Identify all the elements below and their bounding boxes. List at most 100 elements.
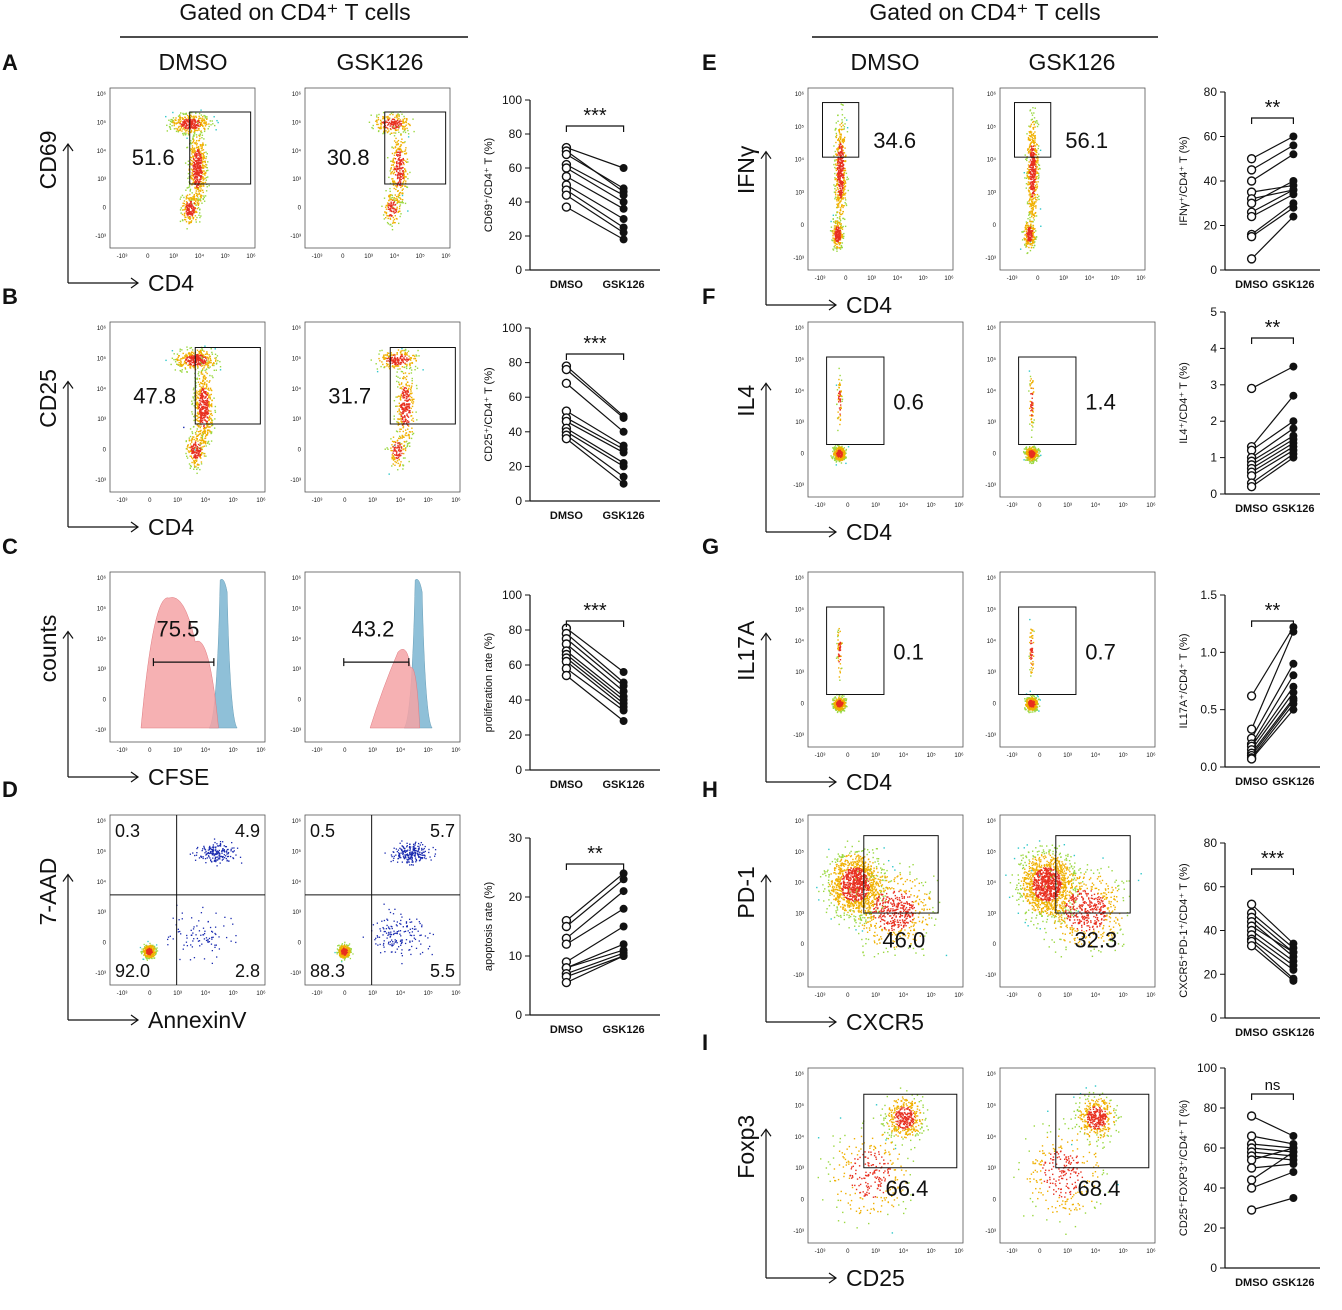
cell-dot (403, 416, 405, 418)
cell-dot (398, 172, 400, 175)
cell-dot (402, 394, 405, 397)
cell-dot (199, 403, 202, 405)
cell-dot (148, 947, 150, 949)
cell-dot (188, 216, 191, 219)
cell-dot (199, 124, 202, 126)
cell-dot (199, 414, 202, 416)
cell-dot (406, 127, 408, 130)
cell-dot (385, 121, 387, 124)
cell-dot (400, 144, 402, 146)
cell-dot (188, 209, 190, 211)
cell-dot (412, 354, 414, 357)
cell-dot (398, 455, 400, 457)
cell-dot (399, 430, 401, 433)
cell-dot (432, 933, 435, 936)
cell-dot (403, 358, 406, 360)
cell-dot (198, 857, 201, 859)
cell-dot (370, 114, 372, 116)
cell-dot (193, 211, 195, 214)
cell-dot (190, 168, 193, 170)
cell-dot (389, 210, 391, 212)
cell-dot (418, 848, 420, 850)
cell-dot (185, 121, 187, 124)
cell-dot (196, 188, 199, 190)
y-tick-label: 10⁵ (97, 605, 107, 612)
cell-dot (193, 405, 195, 407)
cell-dot (202, 142, 204, 144)
cell-dot (199, 150, 201, 152)
cell-dot (387, 448, 389, 450)
cell-dot (194, 202, 196, 205)
cell-dot (386, 918, 388, 920)
cell-dot (393, 201, 395, 203)
cell-dot (189, 218, 192, 220)
cell-dot (208, 416, 211, 419)
cell-dot (202, 166, 204, 169)
cell-dot (409, 853, 411, 855)
cell-dot (410, 851, 412, 853)
cell-dot (411, 405, 414, 408)
cell-dot (397, 395, 400, 397)
cell-dot (387, 926, 390, 928)
cell-dot (187, 364, 189, 366)
cell-dot (146, 953, 148, 956)
cell-dot (393, 943, 395, 945)
cell-dot (174, 122, 176, 124)
cell-dot (392, 216, 395, 219)
cell-dot (341, 947, 343, 949)
cell-dot (190, 115, 193, 118)
cell-dot (423, 854, 425, 856)
cell-dot (231, 847, 233, 849)
cell-dot (395, 375, 398, 377)
cell-dot (208, 937, 211, 940)
cell-dot (402, 468, 404, 470)
cell-dot (401, 436, 404, 438)
cell-dot (400, 935, 402, 937)
cell-dot (379, 350, 381, 352)
cell-dot (223, 854, 226, 856)
cell-dot (401, 443, 403, 445)
cell-dot (204, 363, 207, 365)
cell-dot (192, 359, 194, 361)
cell-dot (202, 396, 204, 399)
cell-dot (417, 845, 419, 848)
cell-dot (198, 149, 200, 152)
cell-dot (187, 444, 189, 447)
cell-dot (211, 424, 214, 426)
cell-dot (395, 199, 398, 202)
cell-dot (403, 153, 406, 155)
cell-dot (338, 954, 341, 956)
cell-dot (397, 124, 400, 126)
cell-dot (406, 119, 408, 121)
x-tick-label: 10⁵ (424, 747, 434, 754)
cell-dot (389, 361, 391, 363)
cell-dot (200, 181, 202, 183)
cell-dot (205, 364, 207, 366)
cell-dot (343, 954, 345, 956)
cell-dot (145, 948, 147, 950)
cell-dot (386, 365, 388, 367)
cell-dot (191, 202, 193, 205)
cell-dot (190, 140, 192, 142)
x-tick-label: 10³ (169, 254, 178, 260)
cell-dot (206, 429, 209, 431)
cell-dot (207, 409, 209, 412)
cell-dot (200, 123, 203, 126)
cell-dot (393, 168, 396, 170)
x-tick-label: -10³ (312, 748, 323, 754)
cell-dot (211, 375, 213, 377)
cell-dot (185, 119, 188, 121)
cell-dot (195, 437, 198, 439)
cell-dot (199, 430, 201, 432)
cell-dot (419, 856, 422, 859)
cell-dot (195, 452, 198, 454)
cell-dot (217, 121, 219, 124)
cell-dot (416, 419, 418, 421)
pair-line (566, 427, 624, 464)
cell-dot (390, 164, 393, 166)
cell-dot (199, 123, 201, 126)
cell-dot (393, 118, 396, 121)
cell-dot (389, 182, 392, 185)
cell-dot (212, 376, 214, 379)
cell-dot (415, 858, 417, 861)
